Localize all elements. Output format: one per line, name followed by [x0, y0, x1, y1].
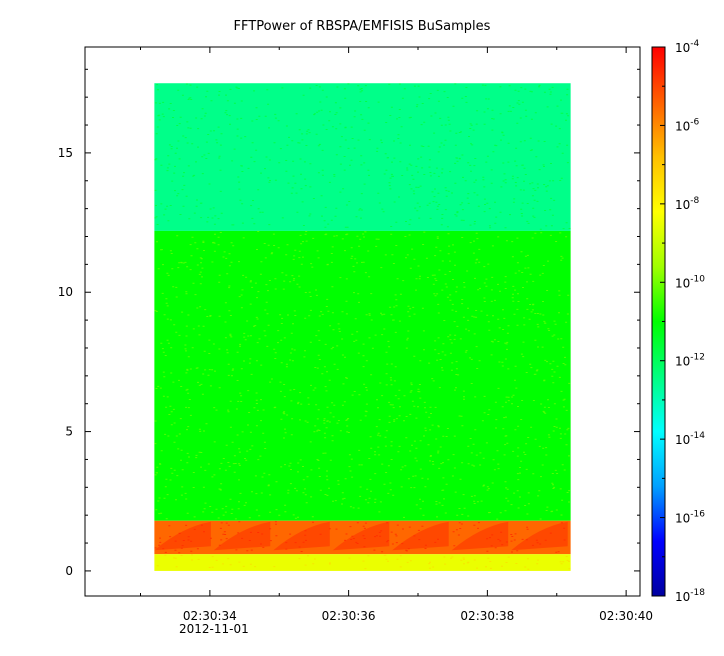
spectrogram-band: [154, 230, 571, 521]
colorbar-tick-label: 10-10: [675, 274, 705, 290]
colorbar-tick-label: 10-16: [675, 510, 705, 526]
spectrogram-heatmap: [154, 83, 571, 571]
y-tick-label: 15: [58, 146, 73, 160]
colorbar-tick-label: 10-18: [675, 588, 705, 604]
spectrogram-band: [154, 554, 571, 571]
wave-streak: [213, 521, 271, 551]
spectrogram-speckle: [156, 554, 571, 570]
y-axis: 0 5 10 15: [58, 68, 640, 578]
colorbar-tick-label: 10-6: [675, 117, 700, 133]
wave-feature-overlay: [154, 83, 571, 570]
colorbar-tick-label: 10-14: [675, 431, 705, 447]
wave-streak: [332, 521, 390, 551]
y-tick-label: 10: [58, 285, 73, 299]
wave-streak: [154, 521, 211, 551]
wave-streak: [392, 521, 449, 551]
colorbar-tick-label: 10-12: [675, 353, 705, 369]
x-tick-label: 02:30:38: [460, 609, 514, 623]
y-tick-label: 0: [65, 564, 73, 578]
wave-streak: [273, 521, 330, 551]
colorbar-tick-label: 10-8: [675, 196, 700, 212]
wave-streak: [511, 521, 568, 551]
x-tick-label: 02:30:40: [599, 609, 653, 623]
x-date-label: 2012-11-01: [179, 622, 249, 636]
spectrogram-speckle: [154, 83, 571, 230]
y-tick-label: 5: [65, 425, 73, 439]
chart-title: FFTPower of RBSPA/EMFISIS BuSamples: [234, 19, 491, 34]
colorbar-axis: 10-4 10-6 10-8 10-10 10-12 10-14 10-16 10-18: [660, 39, 705, 604]
spectrogram-band: [154, 83, 571, 231]
wave-streak: [451, 521, 509, 551]
x-axis: 02:30:34 02:30:36 02:30:38 02:30:40: [140, 47, 653, 623]
plot-frame: [84, 46, 641, 597]
colorbar-tick-label: 10-4: [675, 39, 700, 55]
x-tick-label: 02:30:36: [322, 609, 376, 623]
x-tick-label: 02:30:34: [183, 609, 237, 623]
